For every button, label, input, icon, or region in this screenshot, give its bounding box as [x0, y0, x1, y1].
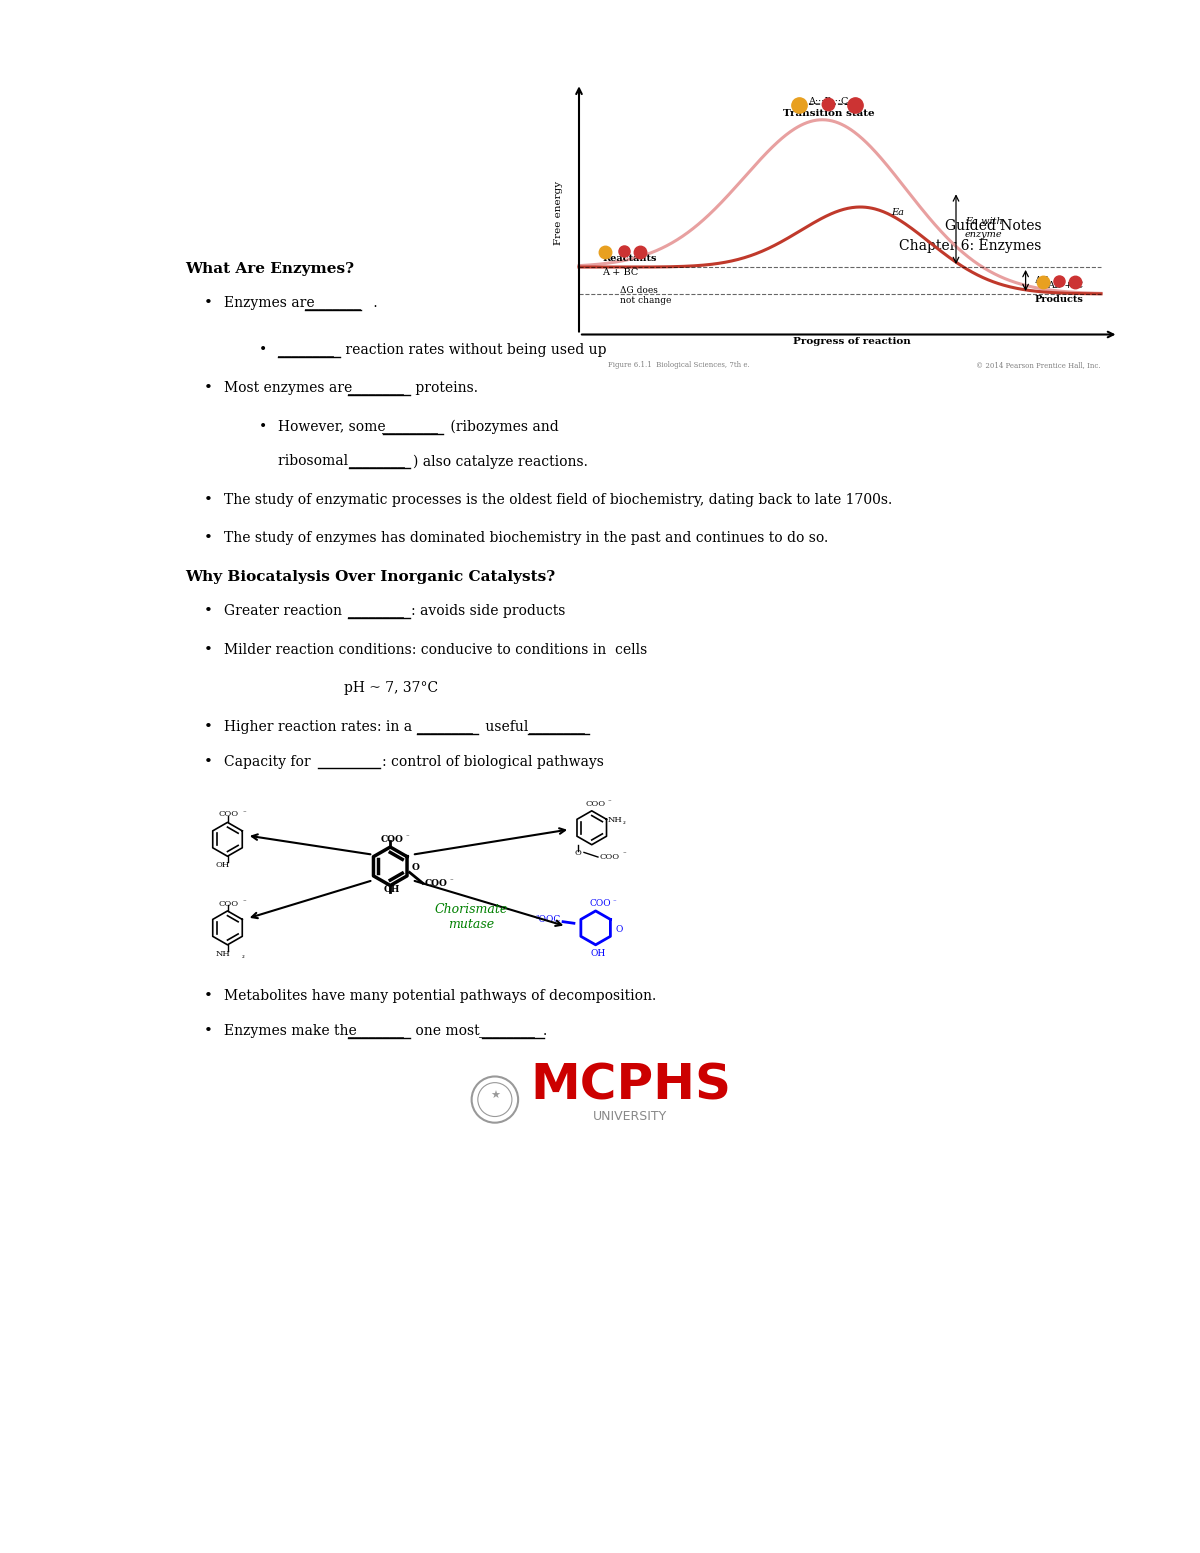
Text: ₂: ₂: [241, 954, 245, 958]
Text: Transition state: Transition state: [782, 109, 875, 118]
Text: ★: ★: [490, 1090, 500, 1101]
Text: ________: ________: [529, 721, 584, 735]
Text: COO: COO: [589, 899, 611, 909]
Text: •: •: [204, 721, 214, 735]
Text: ⁻: ⁻: [449, 877, 452, 884]
Text: What Are Enzymes?: What Are Enzymes?: [185, 262, 354, 276]
Text: enzyme: enzyme: [965, 230, 1002, 239]
Text: A···B···C: A···B···C: [809, 96, 848, 106]
Text: •: •: [204, 492, 214, 506]
Text: Guided Notes: Guided Notes: [944, 219, 1042, 233]
Text: Free energy: Free energy: [554, 182, 563, 245]
Text: Chorismate
mutase: Chorismate mutase: [436, 904, 509, 932]
Text: ⁻: ⁻: [242, 899, 247, 905]
Text: ΔG: ΔG: [1034, 276, 1049, 286]
Text: Ea with: Ea with: [965, 216, 1002, 225]
Text: Capacity for: Capacity for: [223, 755, 314, 769]
Text: O: O: [575, 849, 582, 857]
Text: O: O: [412, 863, 420, 873]
Text: Enzymes make the: Enzymes make the: [223, 1023, 361, 1037]
Text: •: •: [204, 297, 214, 311]
Text: reaction rates without being used up: reaction rates without being used up: [342, 343, 607, 357]
Text: •: •: [204, 380, 214, 394]
Text: ________: ________: [418, 721, 473, 735]
Text: one most: one most: [412, 1023, 484, 1037]
Text: COO: COO: [586, 800, 606, 808]
Text: The study of enzymes has dominated biochemistry in the past and continues to do : The study of enzymes has dominated bioch…: [223, 531, 828, 545]
Text: •: •: [258, 419, 266, 433]
Text: OH: OH: [384, 885, 401, 895]
Text: ________: ________: [348, 1023, 403, 1037]
Text: OH: OH: [216, 860, 230, 870]
Text: •: •: [204, 531, 214, 545]
Text: •: •: [258, 343, 266, 357]
Text: O: O: [616, 926, 623, 935]
Text: COO: COO: [218, 901, 239, 909]
Text: ³OOC: ³OOC: [535, 915, 560, 924]
Text: Why Biocatalysis Over Inorganic Catalysts?: Why Biocatalysis Over Inorganic Catalyst…: [185, 570, 554, 584]
Text: •: •: [204, 1023, 214, 1037]
Text: The study of enzymatic processes is the oldest field of biochemistry, dating bac: The study of enzymatic processes is the …: [223, 492, 892, 506]
Text: © 2014 Pearson Prentice Hall, Inc.: © 2014 Pearson Prentice Hall, Inc.: [977, 362, 1102, 370]
Text: Greater reaction: Greater reaction: [223, 604, 346, 618]
Text: Figure 6.1.1  Biological Sciences, 7th e.: Figure 6.1.1 Biological Sciences, 7th e.: [608, 362, 750, 370]
Text: Metabolites have many potential pathways of decomposition.: Metabolites have many potential pathways…: [223, 989, 656, 1003]
Text: A + BC: A + BC: [602, 269, 638, 278]
Text: ________: ________: [278, 343, 334, 357]
Text: COO: COO: [600, 853, 619, 860]
Text: •: •: [204, 755, 214, 769]
Text: AB + C: AB + C: [1048, 281, 1084, 290]
Text: Most enzymes are: Most enzymes are: [223, 380, 356, 394]
Text: pH ~ 7, 37°C: pH ~ 7, 37°C: [343, 682, 438, 696]
Text: ⁻: ⁻: [406, 834, 409, 840]
Text: ) also catalyze reactions.: ) also catalyze reactions.: [413, 455, 588, 469]
Text: ________: ________: [305, 297, 361, 311]
Text: ________: ________: [383, 419, 438, 433]
Text: (ribozymes and: (ribozymes and: [446, 419, 559, 433]
Text: useful: useful: [481, 721, 533, 735]
Text: Ea: Ea: [892, 208, 905, 217]
Text: ⁻: ⁻: [613, 899, 617, 905]
Text: OH: OH: [590, 949, 606, 958]
Text: UNIVERSITY: UNIVERSITY: [593, 1110, 667, 1123]
Text: COO: COO: [218, 809, 239, 818]
Text: MCPHS: MCPHS: [530, 1062, 731, 1110]
Text: ΔG does
not change: ΔG does not change: [619, 286, 671, 306]
Text: NH: NH: [216, 949, 230, 958]
Text: Enzymes are: Enzymes are: [223, 297, 319, 311]
Text: •: •: [204, 643, 214, 657]
Text: .: .: [368, 297, 377, 311]
Text: ________: ________: [348, 380, 403, 394]
Text: ⁻: ⁻: [242, 811, 247, 817]
Text: ________: ________: [318, 755, 374, 769]
Text: ⁻: ⁻: [623, 851, 626, 857]
Text: •: •: [204, 989, 214, 1003]
Text: Chapter 6: Enzymes: Chapter 6: Enzymes: [899, 239, 1042, 253]
Text: Products: Products: [1034, 295, 1084, 304]
Text: COO: COO: [380, 834, 404, 843]
Text: However, some: However, some: [278, 419, 390, 433]
Text: proteins.: proteins.: [412, 380, 478, 394]
Text: : avoids side products: : avoids side products: [412, 604, 565, 618]
Text: Reactants: Reactants: [602, 255, 656, 262]
Text: ________: ________: [349, 455, 406, 469]
Text: ribosomal: ribosomal: [278, 455, 353, 469]
Text: ________: ________: [348, 604, 403, 618]
Text: Milder reaction conditions: conducive to conditions in  cells: Milder reaction conditions: conducive to…: [223, 643, 647, 657]
Text: NH: NH: [607, 815, 622, 823]
Text: COO: COO: [425, 879, 448, 887]
Text: : control of biological pathways: : control of biological pathways: [382, 755, 604, 769]
Text: Higher reaction rates: in a: Higher reaction rates: in a: [223, 721, 416, 735]
Text: Progress of reaction: Progress of reaction: [793, 337, 911, 346]
Text: ⁻: ⁻: [607, 798, 611, 804]
Text: ₂: ₂: [623, 818, 625, 825]
Text: ________: ________: [479, 1023, 535, 1037]
Text: .: .: [542, 1023, 547, 1037]
Text: •: •: [204, 604, 214, 618]
